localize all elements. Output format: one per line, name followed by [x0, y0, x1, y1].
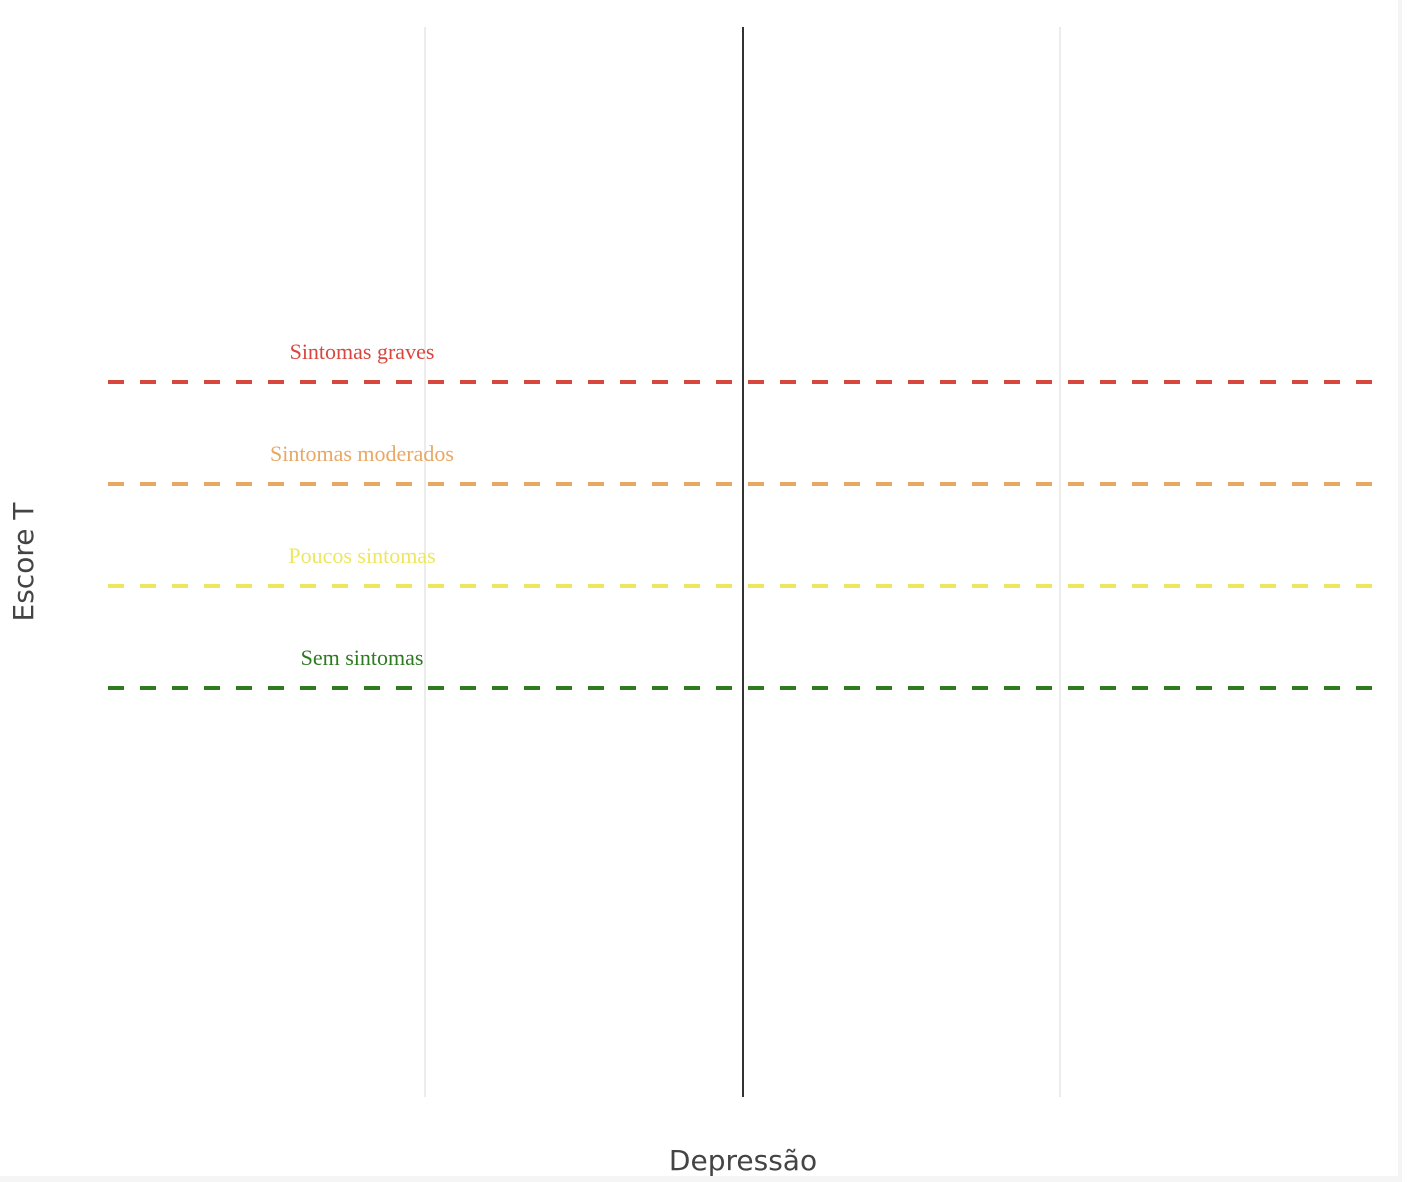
- reference-line-label: Sem sintomas: [301, 645, 424, 670]
- grid-layer: [424, 27, 1061, 1097]
- reference-line-label: Sintomas graves: [290, 339, 435, 364]
- reference-line-label: Sintomas moderados: [270, 441, 454, 466]
- y-axis-title: Escore T: [7, 502, 40, 622]
- x-axis-title: Depressão: [669, 1144, 817, 1176]
- reference-lines: Sintomas graves Sintomas moderados Poucos …: [108, 339, 1378, 690]
- reference-line-label: Poucos sintomas: [288, 543, 435, 568]
